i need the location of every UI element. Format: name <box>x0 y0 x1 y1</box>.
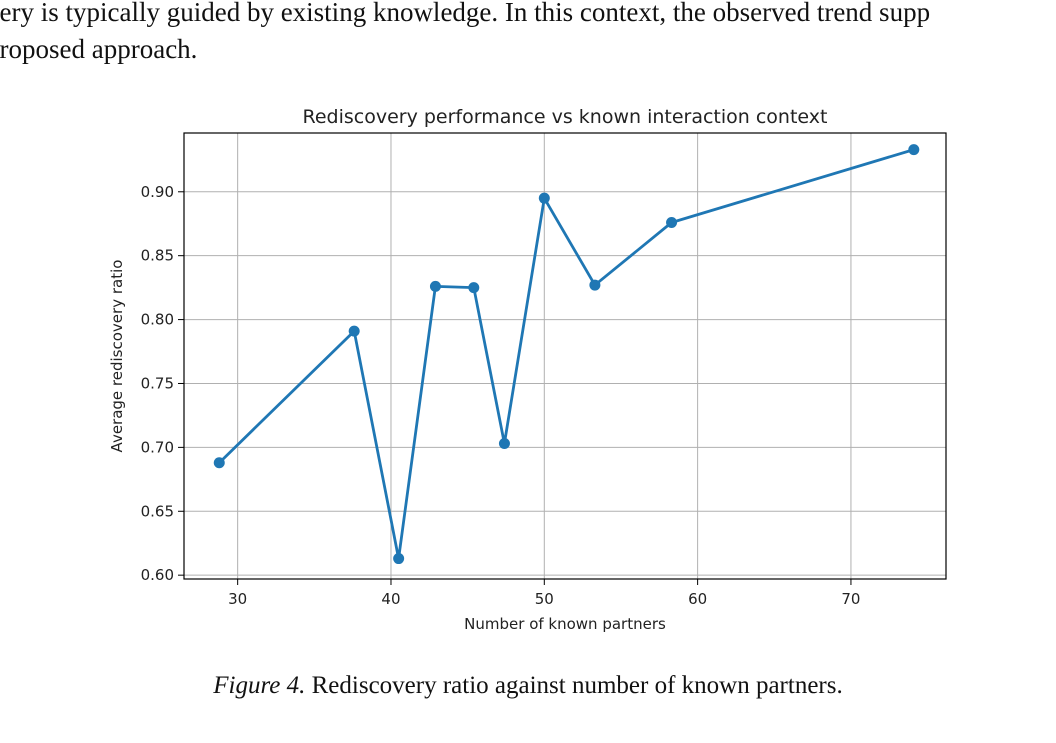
y-tick-label: 0.85 <box>141 247 174 265</box>
series-layer <box>213 144 920 565</box>
y-axis-label: Average rediscovery ratio <box>108 260 126 453</box>
data-point <box>538 192 550 204</box>
body-text-line-2: proposed approach. <box>0 34 198 64</box>
y-tick-label: 0.80 <box>141 311 174 329</box>
grid-lines <box>184 133 946 579</box>
series-line <box>218 148 915 560</box>
figure-caption-text: Rediscovery ratio against number of know… <box>311 672 843 699</box>
data-point <box>666 216 678 228</box>
y-tick-label: 0.90 <box>141 183 174 201</box>
data-point <box>213 457 225 469</box>
figure-caption: Figure 4. Rediscovery ratio against numb… <box>0 672 1056 700</box>
data-point <box>429 280 441 292</box>
x-tick-label: 40 <box>381 590 400 608</box>
data-point <box>468 282 480 294</box>
data-point <box>908 144 920 156</box>
data-point <box>589 279 601 291</box>
y-tick-label: 0.60 <box>141 566 174 584</box>
x-tick-label: 70 <box>841 590 860 608</box>
data-point <box>498 438 510 450</box>
y-tick-label: 0.65 <box>141 502 174 520</box>
x-tick-label: 60 <box>688 590 707 608</box>
y-tick-label: 0.75 <box>141 374 174 392</box>
x-tick-label: 50 <box>535 590 554 608</box>
x-tick-label: 30 <box>228 590 247 608</box>
data-point <box>348 325 360 337</box>
x-axis-label: Number of known partners <box>464 615 666 633</box>
body-text: very is typically guided by existing kno… <box>0 0 1056 68</box>
plot-frame <box>183 132 947 580</box>
y-tick-label: 0.70 <box>141 438 174 456</box>
line-chart: Rediscovery performance vs known interac… <box>108 106 947 633</box>
body-text-line-1: very is typically guided by existing kno… <box>0 0 931 27</box>
chart-title: Rediscovery performance vs known interac… <box>303 106 828 128</box>
figure-label: Figure 4. <box>213 672 306 699</box>
data-point <box>393 553 405 565</box>
axis-ticks: 30 40 50 60 70 0.60 0.65 0.70 0.75 0.80 0.85 0.90 <box>141 183 861 608</box>
